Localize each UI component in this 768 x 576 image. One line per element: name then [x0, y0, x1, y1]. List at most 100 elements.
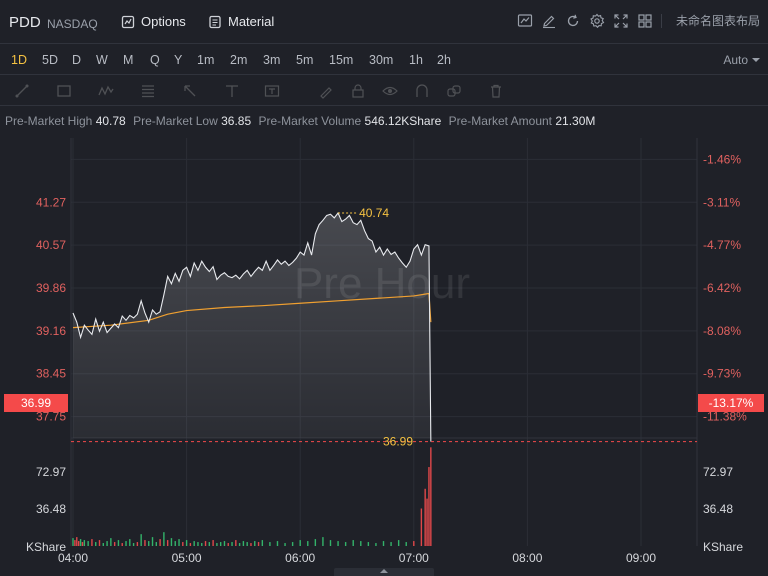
- settings-icon[interactable]: [589, 13, 605, 29]
- amount-value: 21.30M: [555, 114, 596, 128]
- volume-bar: [159, 539, 161, 546]
- max-price-label: 40.74: [359, 206, 389, 220]
- time-tick-label: 08:00: [512, 551, 542, 565]
- fullscreen-icon[interactable]: [613, 13, 629, 29]
- volume-bar: [87, 541, 89, 546]
- symbol-name[interactable]: PDD: [9, 14, 41, 31]
- volume-bar: [269, 542, 271, 546]
- toolbar-divider: [660, 13, 662, 28]
- price-tick-label: 37.75: [36, 410, 66, 424]
- trash-icon[interactable]: [488, 83, 504, 99]
- tf-m[interactable]: M: [123, 53, 134, 67]
- refresh-icon[interactable]: [565, 13, 581, 29]
- material-button[interactable]: Material: [208, 14, 274, 29]
- volume-bar: [337, 541, 339, 546]
- price-axis-left: 41.27 40.57 39.86 39.16 38.45 37.75: [36, 195, 66, 423]
- tf-y[interactable]: Y: [174, 53, 183, 67]
- trend-line-icon[interactable]: [14, 83, 30, 99]
- chevron-down-icon[interactable]: [752, 58, 760, 62]
- tf-5m[interactable]: 5m: [296, 53, 314, 67]
- edit-icon[interactable]: [541, 13, 557, 29]
- indicator-chart-icon[interactable]: [517, 13, 533, 29]
- premarket-stats: Pre-Market High 40.78 Pre-Market Low 36.…: [5, 114, 599, 128]
- volume-bar: [74, 540, 76, 546]
- current-price-tag: 36.99: [4, 394, 68, 412]
- volume-bar: [98, 540, 101, 546]
- price-tick-label: 39.16: [36, 324, 66, 338]
- tf-1m[interactable]: 1m: [197, 53, 215, 67]
- volume-bar: [182, 542, 184, 546]
- tf-3m[interactable]: 3m: [263, 53, 281, 67]
- volume-bar: [420, 508, 423, 546]
- text-tool-icon[interactable]: [264, 83, 280, 99]
- link-icon[interactable]: [446, 83, 462, 99]
- volume-tick-right: 36.48: [703, 502, 733, 516]
- time-tick-label: 04:00: [58, 551, 88, 565]
- current-change-tag: -13.17%: [698, 394, 764, 412]
- volume-bar: [216, 543, 218, 546]
- volume-bar: [208, 542, 211, 546]
- magnet-icon[interactable]: [414, 83, 430, 99]
- volume-bar: [212, 540, 214, 546]
- fibonacci-icon[interactable]: [140, 83, 156, 99]
- panel-toggle-handle[interactable]: [334, 568, 434, 576]
- eye-icon[interactable]: [382, 83, 398, 99]
- volume-bar: [322, 537, 324, 546]
- volume-value: 546.12KShare: [364, 114, 442, 128]
- volume-bar: [121, 543, 123, 546]
- arrow-icon[interactable]: [182, 83, 198, 99]
- tf-2m[interactable]: 2m: [230, 53, 248, 67]
- volume-bar: [110, 538, 112, 546]
- high-label: Pre-Market High: [5, 114, 93, 128]
- volume-bar: [413, 541, 415, 546]
- volume-bar: [148, 541, 150, 546]
- percent-axis-right: -1.46% -3.11% -4.77% -6.42% -8.08% -9.73% -11.…: [703, 152, 747, 423]
- exchange-name: NASDAQ: [47, 17, 98, 31]
- brush-icon[interactable]: [318, 83, 334, 99]
- rectangle-icon[interactable]: [56, 83, 72, 99]
- wave-icon[interactable]: [98, 83, 114, 99]
- volume-axis: 72.97 72.97 36.48 36.48 KShare KShare: [26, 465, 743, 554]
- volume-bar: [430, 447, 432, 546]
- volume-bar: [201, 543, 203, 546]
- tf-d[interactable]: D: [72, 53, 82, 67]
- time-tick-label: 09:00: [626, 551, 656, 565]
- tf-1d[interactable]: 1D: [11, 53, 27, 67]
- volume-bar: [405, 542, 407, 546]
- tf-30m[interactable]: 30m: [369, 53, 394, 67]
- volume-bar: [174, 541, 176, 546]
- low-value: 36.85: [221, 114, 252, 128]
- tf-2h[interactable]: 2h: [437, 53, 451, 67]
- volume-bar: [106, 541, 108, 546]
- volume-bar: [238, 543, 241, 546]
- tf-15m[interactable]: 15m: [329, 53, 354, 67]
- volume-bar: [223, 541, 226, 546]
- volume-bar: [81, 542, 84, 546]
- tf-w[interactable]: W: [96, 53, 108, 67]
- options-button[interactable]: Options: [121, 14, 186, 29]
- volume-bar: [197, 542, 199, 546]
- volume-bar: [291, 542, 294, 546]
- scale-mode-select[interactable]: Auto: [723, 53, 748, 67]
- tf-1h[interactable]: 1h: [409, 53, 423, 67]
- lock-icon[interactable]: [350, 83, 366, 99]
- percent-tick-label: -11.38%: [703, 410, 747, 424]
- horizontal-line-icon[interactable]: [224, 83, 240, 99]
- volume-bar: [219, 542, 222, 546]
- tf-q[interactable]: Q: [150, 53, 160, 67]
- volume-bar: [235, 540, 237, 546]
- volume-bar: [424, 488, 426, 546]
- volume-bar: [204, 541, 207, 546]
- last-price-label: 36.99: [383, 435, 413, 449]
- toolbar-icons: 未命名图表布局: [517, 12, 760, 29]
- volume-bar: [193, 541, 195, 546]
- grid-layout-icon[interactable]: [637, 13, 653, 29]
- volume-bar: [72, 538, 74, 546]
- tf-5d[interactable]: 5D: [42, 53, 58, 67]
- volume-unit-right: KShare: [703, 540, 743, 554]
- volume-bar: [246, 542, 248, 546]
- volume-bar: [261, 540, 264, 546]
- amount-label: Pre-Market Amount: [448, 114, 552, 128]
- layout-name[interactable]: 未命名图表布局: [675, 14, 760, 28]
